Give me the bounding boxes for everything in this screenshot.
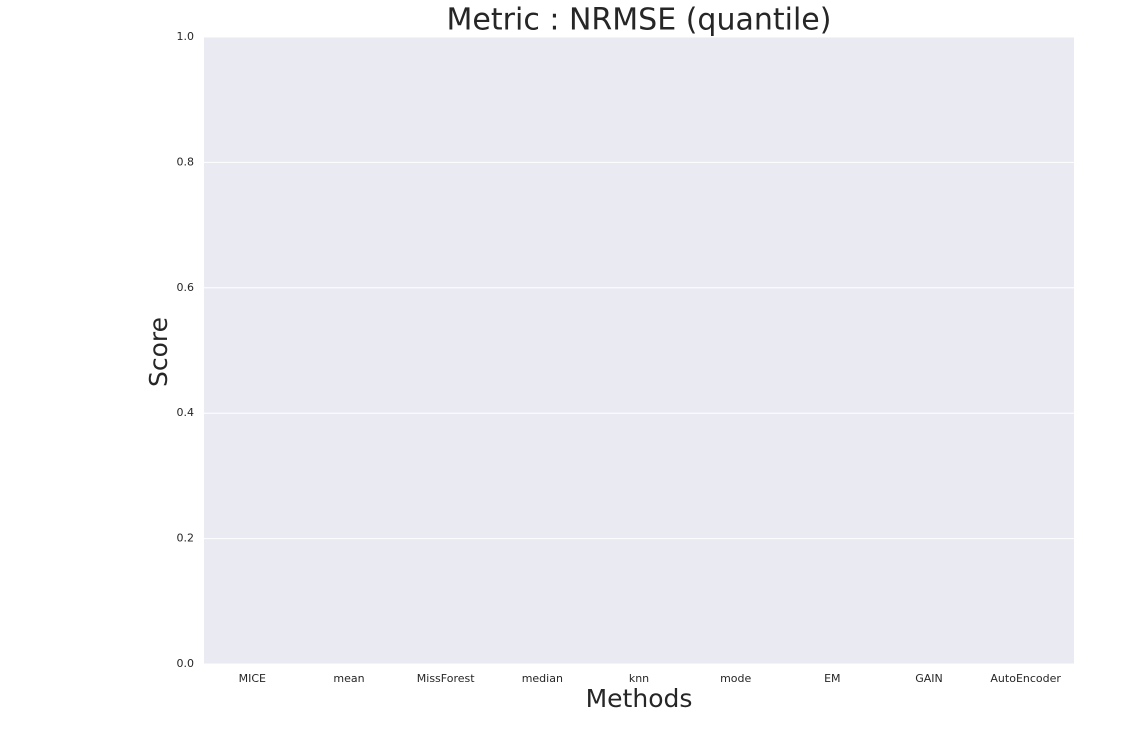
y-tick-label: 0.6 [177,281,195,294]
y-tick-label: 1.0 [177,30,195,43]
x-tick-label: mean [333,672,364,685]
y-tick-label: 0.8 [177,155,195,168]
y-tick-label: 0.0 [177,657,195,670]
x-tick-label: mode [720,672,751,685]
x-tick-label: median [522,672,563,685]
chart-title: Metric : NRMSE (quantile) [447,3,832,38]
x-tick-label: MissForest [417,672,475,685]
y-tick-label: 0.4 [177,406,195,419]
x-tick-label: GAIN [915,672,943,685]
y-tick-label: 0.2 [177,532,195,545]
plot-area [204,37,1074,664]
x-tick-label: knn [629,672,649,685]
y-axis-label: Score [144,317,173,387]
x-axis-label: Methods [586,684,693,713]
x-tick-label: EM [824,672,840,685]
x-tick-label: AutoEncoder [990,672,1061,685]
x-tick-label: MICE [239,672,266,685]
